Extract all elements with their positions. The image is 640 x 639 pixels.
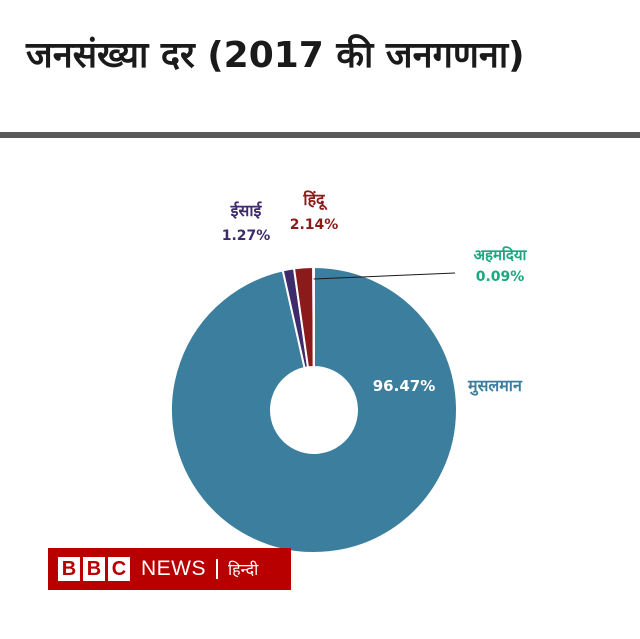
bbc-news-hindi-logo: B B C NEWS हिन्दी [48,548,291,590]
slice-1-name-label: ईसाई [230,201,263,220]
slice-3-name-label: अहमदिया [474,246,528,264]
logo-news-text: NEWS [141,557,206,580]
chart-title: जनसंख्या दर (2017 की जनगणना) [26,35,525,76]
slice-3-leader-line [313,272,456,280]
logo-separator [216,559,218,579]
slice-3 [312,265,315,369]
title-divider [0,132,640,138]
slice-0-name-label: मुसलमान [467,376,523,396]
slice-2-name-label: हिंदू [302,190,328,211]
bbc-letter-b2: B [83,557,105,581]
slice-2-value-label: 2.14% [290,217,339,233]
slice-3-value-label: 0.09% [476,269,525,285]
logo-language-text: हिन्दी [228,560,259,579]
bbc-letter-c: C [108,557,130,581]
bbc-letter-b1: B [58,557,80,581]
slice-1-value-label: 1.27% [222,228,271,244]
slice-0 [170,265,458,554]
slice-0-value-label: 96.47% [373,377,435,395]
